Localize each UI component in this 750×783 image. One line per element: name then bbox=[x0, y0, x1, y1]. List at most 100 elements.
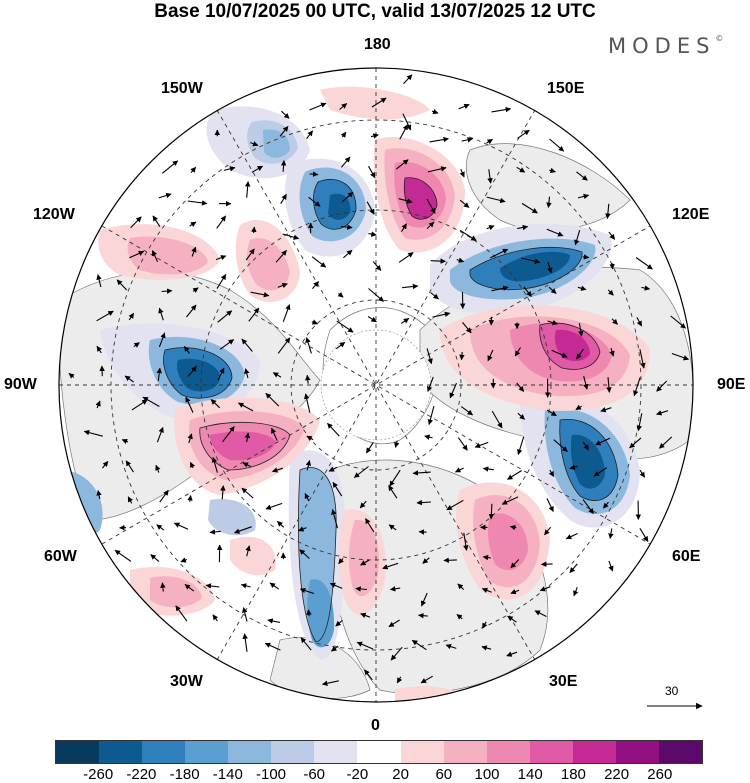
wind-vector bbox=[264, 642, 281, 651]
wind-vector bbox=[455, 467, 464, 473]
colorbar-segment bbox=[228, 741, 272, 763]
wind-vector bbox=[462, 322, 472, 334]
wind-vector bbox=[449, 382, 458, 399]
wind-vector bbox=[458, 103, 470, 110]
wind-vector bbox=[233, 526, 252, 534]
wind-vector bbox=[242, 462, 251, 468]
wind-vector bbox=[459, 351, 465, 361]
wind-vector bbox=[486, 225, 495, 231]
wind-vector bbox=[426, 198, 436, 214]
wind-vector bbox=[411, 639, 427, 651]
wind-vector bbox=[510, 589, 520, 595]
wind-vector bbox=[546, 409, 557, 417]
colorbar-tick-label: -140 bbox=[212, 766, 243, 783]
wind-vector bbox=[304, 393, 311, 413]
wind-vector bbox=[130, 216, 142, 229]
wind-vector bbox=[281, 110, 290, 119]
wind-vector bbox=[516, 166, 526, 173]
wind-vector bbox=[600, 407, 612, 413]
wind-vector bbox=[427, 166, 447, 173]
wind-vector bbox=[300, 637, 312, 651]
wind-vector bbox=[116, 279, 128, 291]
wind-vector bbox=[540, 561, 553, 567]
wind-vector bbox=[569, 563, 578, 574]
wind-vector bbox=[83, 429, 103, 437]
wind-vector bbox=[191, 246, 197, 257]
wind-vector bbox=[501, 496, 519, 505]
wind-vector bbox=[491, 106, 512, 113]
wind-vector bbox=[142, 396, 160, 407]
wind-vector bbox=[96, 274, 102, 288]
wind-vector bbox=[305, 337, 312, 354]
lon-label-90w: 90W bbox=[4, 376, 37, 393]
lon-label-90e: 90E bbox=[717, 376, 746, 393]
wind-vector bbox=[365, 518, 375, 533]
wind-vector bbox=[633, 377, 641, 397]
wind-vector bbox=[216, 215, 227, 229]
wind-vector bbox=[96, 489, 102, 500]
wind-vector bbox=[156, 367, 163, 382]
wind-vector bbox=[459, 199, 470, 208]
wind-vector bbox=[158, 332, 166, 348]
wind-vector bbox=[658, 436, 673, 449]
lon-label-150w: 150W bbox=[161, 80, 203, 97]
wind-vector bbox=[244, 368, 250, 379]
wind-vector bbox=[400, 317, 410, 324]
wind-vector bbox=[212, 614, 219, 622]
wind-vector bbox=[366, 201, 375, 215]
lon-label-60e: 60E bbox=[672, 548, 701, 565]
wind-vector bbox=[426, 221, 435, 230]
wind-vector bbox=[216, 274, 227, 289]
wind-vector bbox=[341, 191, 354, 203]
wind-vector bbox=[282, 304, 291, 322]
wind-vector bbox=[96, 310, 114, 322]
colorbar-tick-label: 100 bbox=[474, 766, 500, 783]
wind-vector bbox=[160, 582, 166, 592]
wind-vector bbox=[460, 406, 474, 416]
wind-vector bbox=[482, 466, 494, 472]
colorbar-segment bbox=[572, 741, 616, 763]
wind-vector bbox=[368, 288, 384, 302]
wind-vector bbox=[125, 460, 134, 473]
wind-vector bbox=[595, 437, 611, 446]
wind-vector bbox=[328, 466, 338, 472]
wind-vector bbox=[671, 352, 690, 361]
polar-map bbox=[58, 67, 694, 703]
wind-vector bbox=[241, 338, 253, 352]
wind-vector bbox=[486, 138, 493, 145]
wind-vector bbox=[549, 138, 565, 152]
colorbar-segment bbox=[615, 741, 659, 763]
wind-vector bbox=[443, 557, 457, 564]
wind-vector bbox=[311, 281, 320, 290]
wind-vector bbox=[353, 466, 369, 478]
wind-vector bbox=[491, 285, 509, 292]
wind-vector bbox=[446, 499, 464, 511]
wind-vector bbox=[583, 375, 589, 390]
wind-vector bbox=[422, 557, 430, 564]
colorbar-segment bbox=[529, 741, 573, 763]
wind-vector bbox=[359, 500, 367, 509]
wind-vector bbox=[394, 440, 400, 448]
wind-vector bbox=[337, 291, 344, 298]
wind-vector bbox=[509, 524, 517, 531]
wind-vector bbox=[335, 619, 343, 627]
wind-vector bbox=[398, 198, 413, 204]
wind-vector bbox=[370, 133, 379, 139]
wind-vector bbox=[306, 130, 314, 140]
wind-vector bbox=[339, 103, 348, 110]
wind-vector bbox=[306, 435, 314, 441]
wind-vector bbox=[271, 427, 278, 441]
wind-vector bbox=[335, 341, 346, 350]
wind-vector bbox=[309, 171, 319, 177]
wind-vector bbox=[96, 345, 102, 354]
wind-vector bbox=[114, 549, 132, 562]
wind-vector bbox=[416, 499, 431, 506]
wind-vector bbox=[611, 318, 618, 325]
wind-vector bbox=[68, 372, 75, 379]
wind-vector bbox=[299, 549, 310, 559]
wind-vector bbox=[609, 262, 615, 270]
wind-vector bbox=[639, 528, 649, 542]
wind-vector bbox=[553, 439, 568, 452]
wind-vector bbox=[245, 248, 255, 261]
wind-vector bbox=[305, 374, 311, 384]
